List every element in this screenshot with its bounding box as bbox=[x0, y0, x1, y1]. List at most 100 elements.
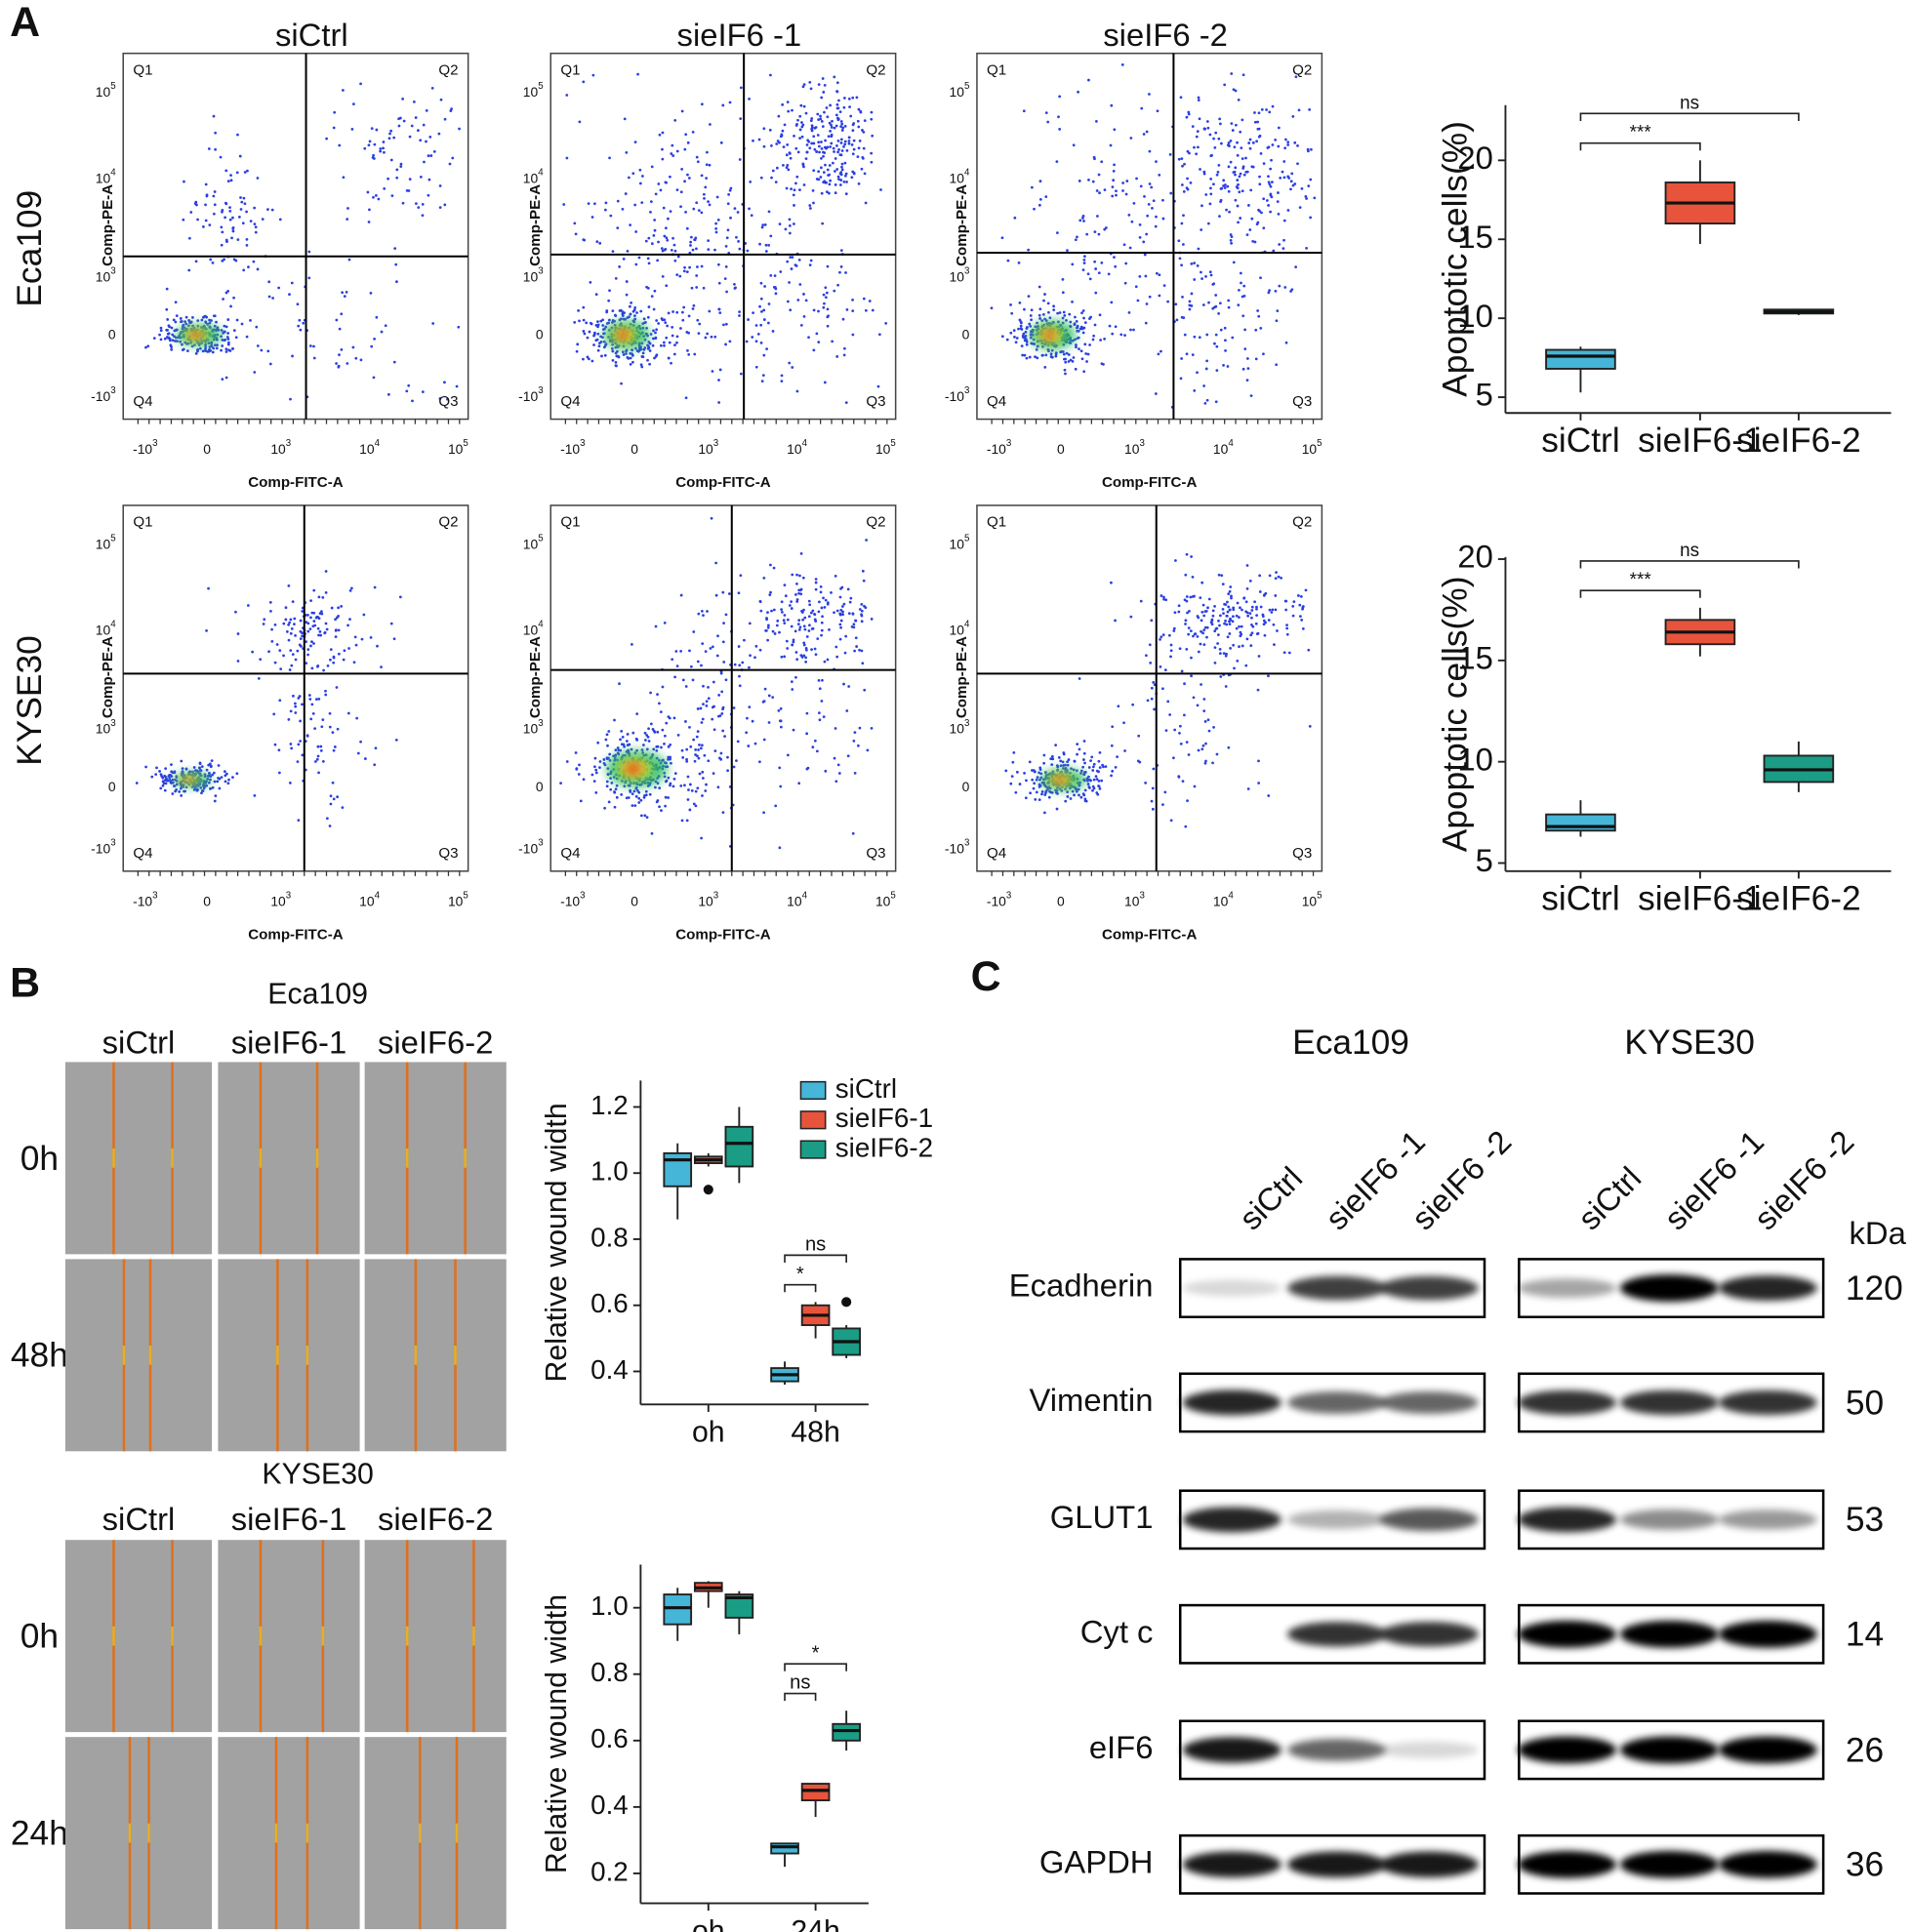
event-dot bbox=[811, 130, 814, 133]
event-dot bbox=[196, 349, 199, 352]
event-dot bbox=[798, 628, 801, 631]
box bbox=[1546, 815, 1615, 831]
event-dot bbox=[1224, 620, 1227, 623]
event-dot bbox=[663, 207, 666, 210]
event-dot bbox=[701, 102, 704, 105]
event-dot bbox=[789, 308, 792, 311]
event-dot bbox=[1125, 193, 1128, 196]
event-dot bbox=[1092, 766, 1095, 769]
event-dot bbox=[752, 720, 754, 723]
event-dot bbox=[824, 140, 827, 142]
event-dot bbox=[1085, 233, 1088, 236]
event-dot bbox=[790, 600, 793, 603]
event-dot bbox=[325, 623, 328, 625]
event-dot bbox=[674, 772, 677, 775]
event-dot bbox=[146, 344, 149, 347]
event-dot bbox=[274, 624, 277, 626]
event-dot bbox=[232, 226, 235, 229]
event-dot bbox=[1214, 294, 1217, 297]
event-dot bbox=[826, 292, 829, 295]
event-dot bbox=[759, 610, 762, 613]
event-dot bbox=[767, 244, 770, 247]
event-dot bbox=[324, 690, 327, 693]
event-dot bbox=[196, 789, 199, 792]
event-dot bbox=[294, 634, 297, 637]
event-dot bbox=[193, 766, 196, 769]
event-dot bbox=[1188, 753, 1191, 756]
tick-base: 10 bbox=[96, 720, 111, 736]
event-dot bbox=[668, 357, 671, 360]
event-dot bbox=[706, 163, 709, 166]
band bbox=[1183, 1280, 1281, 1297]
event-dot bbox=[655, 749, 658, 752]
event-dot bbox=[631, 361, 634, 364]
event-dot bbox=[843, 181, 846, 183]
significance-bracket bbox=[785, 1694, 816, 1702]
event-dot bbox=[772, 330, 775, 333]
event-dot bbox=[601, 318, 604, 321]
column-title: sieIF6-1 bbox=[231, 1024, 346, 1060]
event-dot bbox=[313, 624, 316, 627]
event-dot bbox=[253, 261, 256, 263]
event-dot bbox=[724, 343, 727, 346]
quadrant-label: Q2 bbox=[866, 61, 885, 78]
event-dot bbox=[279, 218, 282, 221]
event-dot bbox=[774, 274, 777, 277]
event-dot bbox=[817, 610, 820, 613]
event-dot bbox=[257, 177, 260, 180]
event-dot bbox=[811, 610, 814, 613]
event-dot bbox=[164, 338, 167, 341]
event-dot bbox=[1044, 195, 1047, 198]
quadrant-label: Q3 bbox=[1292, 393, 1312, 410]
event-dot bbox=[1131, 704, 1134, 706]
event-dot bbox=[340, 312, 343, 315]
event-dot bbox=[1232, 644, 1235, 647]
event-dot bbox=[687, 141, 690, 144]
event-dot bbox=[211, 759, 214, 762]
event-dot bbox=[231, 217, 234, 220]
event-dot bbox=[767, 624, 770, 626]
event-dot bbox=[1019, 783, 1022, 785]
event-dot bbox=[616, 796, 619, 799]
band bbox=[1719, 1851, 1817, 1878]
event-dot bbox=[286, 630, 289, 633]
wound-image bbox=[218, 1062, 359, 1254]
event-dot bbox=[837, 763, 840, 766]
tick-base: 10 bbox=[1213, 441, 1229, 457]
quadrant-label: Q4 bbox=[560, 393, 580, 410]
event-dot bbox=[778, 846, 781, 849]
event-dot bbox=[794, 181, 797, 184]
event-dot bbox=[1186, 612, 1189, 615]
tick-base: 10 bbox=[270, 893, 286, 908]
event-dot bbox=[814, 648, 817, 651]
event-dot bbox=[763, 285, 766, 288]
event-dot bbox=[1282, 177, 1285, 180]
event-dot bbox=[1042, 754, 1045, 757]
band bbox=[1380, 1622, 1479, 1646]
band bbox=[1380, 1276, 1479, 1301]
event-dot bbox=[817, 134, 820, 137]
event-dot bbox=[1256, 309, 1259, 312]
event-dot bbox=[1293, 141, 1296, 144]
event-dot bbox=[725, 245, 728, 248]
event-dot bbox=[653, 357, 656, 360]
event-dot bbox=[745, 731, 748, 734]
event-dot bbox=[175, 788, 178, 791]
event-dot bbox=[704, 337, 707, 340]
event-dot bbox=[1304, 195, 1307, 198]
event-dot bbox=[826, 106, 829, 109]
event-dot bbox=[326, 817, 329, 820]
event-dot bbox=[824, 382, 827, 384]
event-dot bbox=[703, 193, 706, 196]
event-dot bbox=[615, 365, 618, 368]
event-dot bbox=[290, 743, 293, 745]
event-dot bbox=[858, 182, 861, 185]
event-dot bbox=[665, 226, 668, 229]
event-dot bbox=[1292, 615, 1295, 618]
event-dot bbox=[1250, 609, 1253, 612]
event-dot bbox=[343, 659, 346, 662]
event-dot bbox=[806, 143, 809, 146]
event-dot bbox=[1206, 606, 1209, 609]
event-dot bbox=[1200, 277, 1203, 280]
